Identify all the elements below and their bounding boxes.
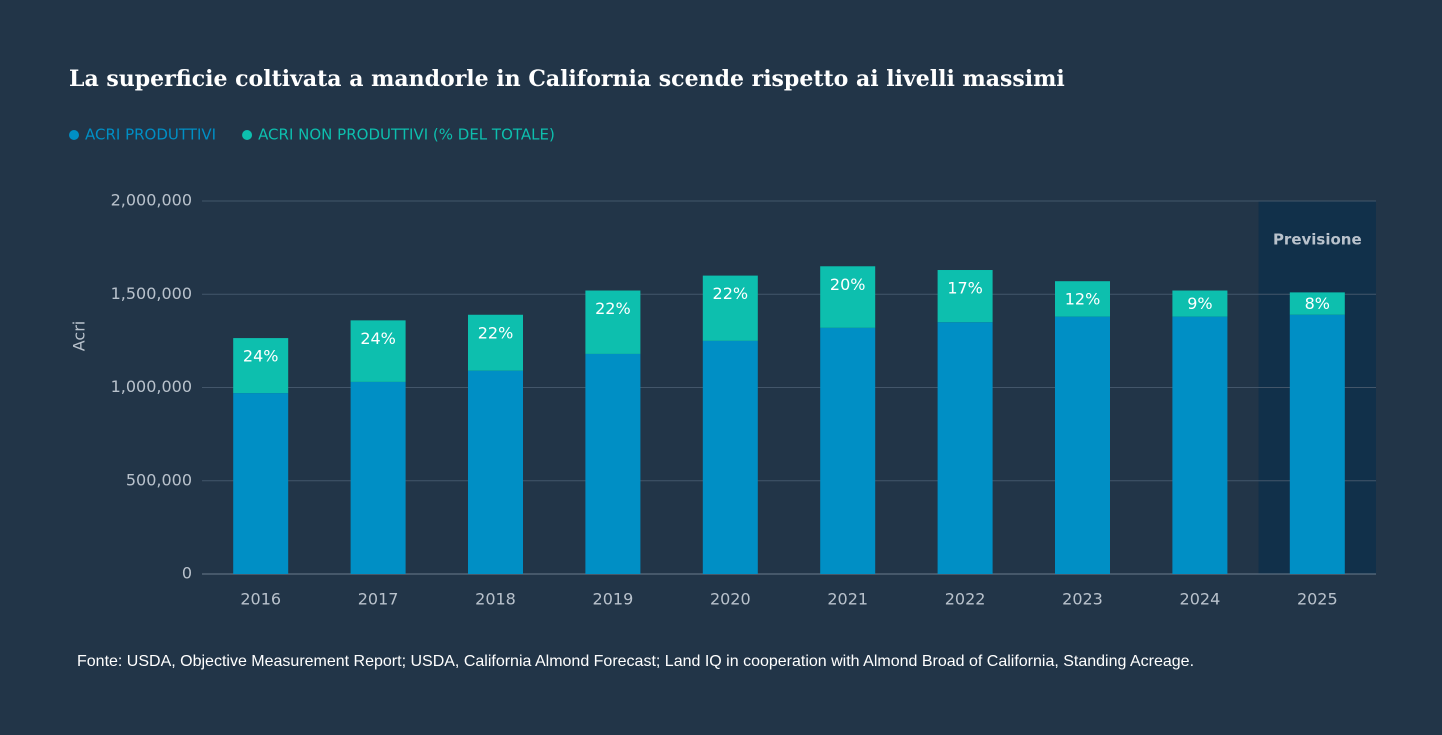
x-tick-label: 2018 — [475, 590, 516, 609]
bar-segment — [350, 320, 406, 382]
bar-segment — [468, 370, 523, 574]
x-tick-label: 2020 — [710, 590, 751, 609]
bar-segment — [1289, 292, 1345, 315]
data-label: 12% — [1065, 289, 1101, 308]
bar-segment — [1289, 314, 1345, 574]
bar-segment — [702, 340, 758, 574]
bar-segment — [820, 266, 876, 328]
x-tick-label: 2021 — [827, 590, 868, 609]
source: Fonte: USDA, Objective Measurement Repor… — [77, 653, 1194, 670]
x-tick-label: 2016 — [240, 590, 281, 609]
legend-label: ACRI PRODUTTIVI — [85, 126, 216, 144]
data-label: 17% — [947, 279, 983, 298]
x-tick-label: 2025 — [1297, 590, 1338, 609]
y-tick-label: 2,000,000 — [111, 191, 192, 210]
data-label: 24% — [243, 347, 279, 366]
y-tick-label: 0 — [182, 564, 192, 583]
y-axis-label: Acri — [70, 321, 89, 351]
x-tick-label: 2022 — [945, 590, 986, 609]
data-label: 20% — [830, 275, 866, 294]
data-label: 22% — [478, 323, 514, 342]
data-label: 9% — [1187, 294, 1212, 313]
data-label: 24% — [360, 329, 396, 348]
data-label: 22% — [713, 284, 749, 303]
bar-segment — [350, 381, 406, 574]
legend-label: ACRI NON PRODUTTIVI (% DEL TOTALE) — [258, 126, 555, 144]
x-tick-label: 2024 — [1180, 590, 1221, 609]
x-tick-label: 2019 — [593, 590, 634, 609]
bar-segment — [1055, 316, 1110, 574]
bar-segment — [233, 338, 289, 394]
x-tick-label: 2017 — [358, 590, 399, 609]
bar-segment — [468, 314, 523, 371]
bar-segment — [233, 393, 289, 574]
bar-segment — [937, 322, 993, 574]
data-label: 22% — [595, 299, 631, 318]
bar-segment — [585, 290, 641, 354]
legend-marker — [242, 130, 253, 140]
y-tick-label: 1,000,000 — [111, 377, 192, 396]
data-label: 8% — [1305, 294, 1330, 313]
y-tick-label: 1,500,000 — [111, 284, 192, 303]
bar-segment — [820, 327, 876, 574]
y-tick-label: 500,000 — [126, 470, 192, 489]
bar-segment — [937, 270, 993, 323]
bar-segment — [1055, 281, 1110, 317]
bar-segment — [585, 353, 641, 574]
forecast-label: Previsione — [1273, 231, 1362, 249]
bar-segment — [1172, 316, 1228, 574]
legend-marker — [69, 130, 79, 140]
x-tick-label: 2023 — [1062, 590, 1103, 609]
bar-segment — [702, 275, 758, 341]
bar-segment — [1172, 290, 1228, 317]
chart-title: La superficie coltivata a mandorle in Ca… — [69, 66, 1065, 92]
